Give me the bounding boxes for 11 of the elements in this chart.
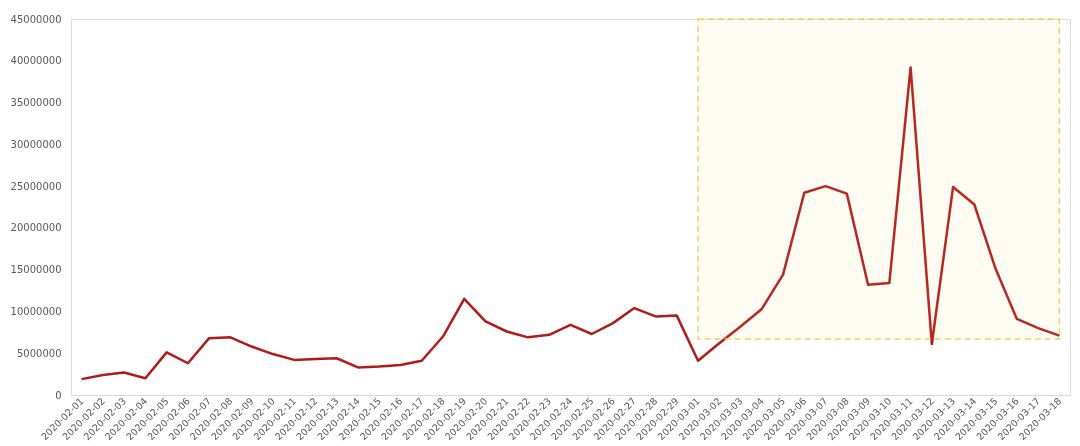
y-tick-label: 15000000 <box>10 264 62 276</box>
y-tick-label: 40000000 <box>10 55 62 67</box>
y-tick-label: 45000000 <box>10 13 62 25</box>
y-tick-label: 20000000 <box>10 222 62 234</box>
y-tick-label: 10000000 <box>10 305 62 317</box>
y-tick-label: 5000000 <box>16 347 62 359</box>
y-tick-label: 35000000 <box>10 97 62 109</box>
y-tick-label: 0 <box>55 389 62 401</box>
y-tick-label: 25000000 <box>10 180 62 192</box>
line-series <box>80 66 1061 381</box>
y-tick-label: 30000000 <box>10 138 62 150</box>
